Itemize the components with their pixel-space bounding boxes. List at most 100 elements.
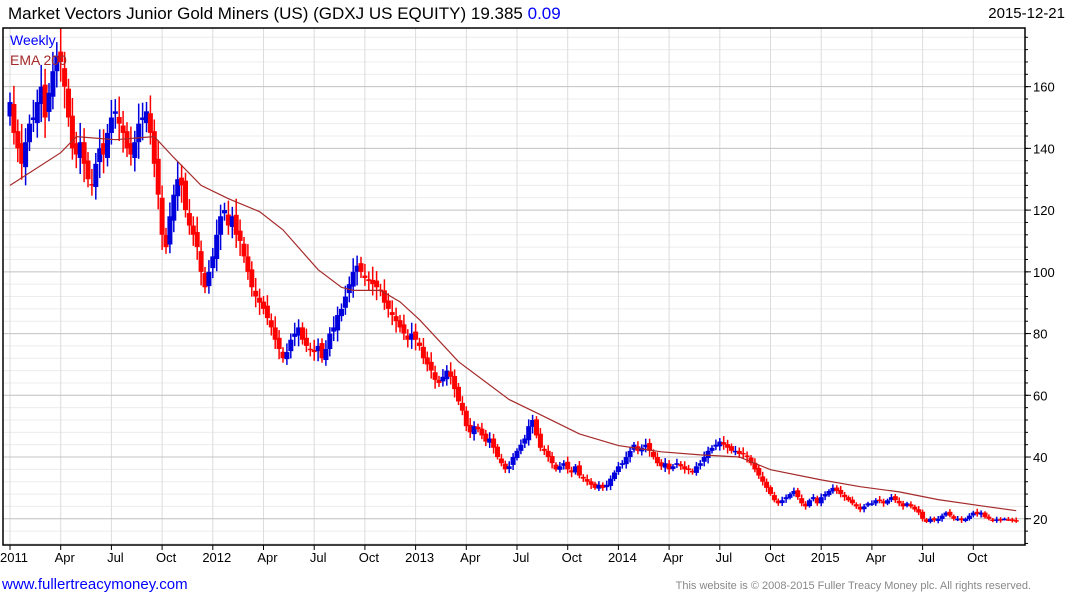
- plot-frame: [2, 27, 1026, 546]
- candle-body: [1005, 519, 1011, 521]
- candle: [120, 110, 126, 153]
- candle-body: [30, 117, 36, 121]
- candle-body: [300, 327, 305, 340]
- candle: [483, 429, 489, 447]
- candle-body: [389, 312, 395, 316]
- candle: [904, 501, 910, 508]
- candle-body: [998, 519, 1004, 521]
- candle: [569, 466, 575, 478]
- candle: [280, 347, 286, 363]
- candle: [736, 447, 742, 458]
- chart-title: Market Vectors Junior Gold Miners (US) (…: [8, 4, 561, 24]
- candle: [557, 461, 563, 473]
- candle-body: [218, 216, 224, 235]
- candle: [358, 256, 364, 279]
- candle-body: [475, 426, 481, 430]
- candle-body: [502, 463, 508, 470]
- candle: [974, 508, 980, 517]
- candle-body: [526, 426, 532, 441]
- candle-body: [463, 410, 469, 427]
- candle-body: [81, 142, 87, 164]
- candle-body: [931, 518, 937, 521]
- candle-body: [565, 461, 571, 470]
- candle: [986, 514, 992, 521]
- candle-body: [155, 158, 161, 195]
- candle: [994, 516, 1000, 523]
- candle: [288, 333, 294, 359]
- candle-body: [651, 451, 656, 458]
- candle: [112, 99, 118, 129]
- candle-body: [557, 466, 563, 470]
- candle-body: [846, 497, 851, 501]
- candle: [471, 421, 477, 441]
- candle: [327, 327, 333, 357]
- candle: [175, 161, 181, 211]
- candle: [869, 500, 875, 506]
- candle: [510, 453, 516, 471]
- candle-body: [311, 349, 317, 353]
- candle-body: [643, 444, 649, 448]
- candle: [623, 451, 629, 469]
- candle: [1009, 517, 1015, 523]
- candle: [849, 496, 855, 506]
- candle-body: [358, 263, 364, 272]
- candle-body: [467, 424, 473, 433]
- candle: [432, 365, 438, 389]
- candle: [732, 445, 738, 456]
- candle: [885, 498, 890, 506]
- candle: [459, 396, 465, 416]
- candle-body: [569, 470, 575, 473]
- candle-body: [97, 148, 103, 163]
- candle-body: [175, 179, 181, 197]
- candle-body: [222, 210, 227, 214]
- candle: [292, 322, 298, 347]
- candle-body: [822, 494, 828, 497]
- candle: [814, 495, 820, 506]
- candle: [682, 461, 688, 474]
- candle: [514, 448, 520, 461]
- candle-body: [604, 484, 610, 488]
- candle-body: [179, 177, 185, 186]
- candle-body: [491, 438, 497, 448]
- candle: [397, 314, 403, 333]
- candle-body: [818, 497, 824, 504]
- candle: [198, 240, 204, 286]
- candle-body: [194, 232, 200, 248]
- candle-body: [978, 512, 984, 515]
- candle-body: [54, 55, 60, 72]
- candle-body: [432, 372, 438, 380]
- candle-body: [709, 447, 715, 451]
- candle-body: [34, 102, 40, 124]
- candle-body: [354, 265, 360, 272]
- candle-body: [327, 333, 333, 350]
- candle-body: [721, 442, 727, 445]
- candle: [249, 261, 255, 297]
- candle: [584, 474, 590, 486]
- candle: [764, 478, 770, 492]
- candle-body: [974, 511, 980, 515]
- candle-body: [487, 438, 493, 443]
- candle: [818, 493, 824, 507]
- candle-body: [686, 468, 692, 470]
- copyright-text: This website is © 2008-2015 Fuller Treac…: [675, 580, 1031, 592]
- candle: [830, 484, 836, 494]
- candle-body: [171, 194, 177, 221]
- candle: [144, 101, 149, 133]
- candle-body: [963, 518, 968, 522]
- candle-body: [756, 468, 762, 476]
- candle: [307, 342, 313, 357]
- legend-weekly: Weekly: [10, 32, 56, 48]
- candle-body: [752, 462, 758, 470]
- candle: [261, 296, 266, 315]
- candle: [436, 375, 442, 387]
- candle: [580, 474, 586, 482]
- candle: [167, 202, 173, 254]
- candle: [498, 453, 504, 467]
- candle: [46, 83, 52, 122]
- candle: [873, 498, 879, 506]
- candle: [163, 227, 169, 254]
- candle-body: [920, 511, 926, 519]
- website-link[interactable]: www.fullertreacymoney.com: [2, 576, 188, 593]
- x-tick-label: 2011: [0, 550, 28, 565]
- candle: [342, 285, 348, 315]
